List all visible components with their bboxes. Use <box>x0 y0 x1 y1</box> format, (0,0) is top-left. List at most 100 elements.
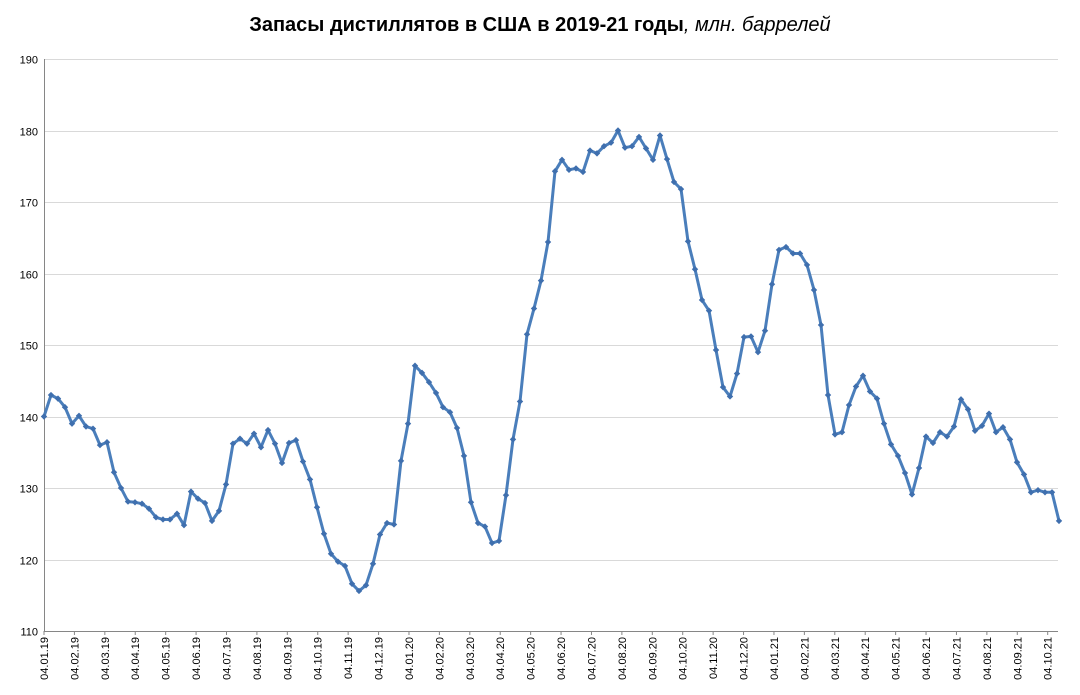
data-point <box>1041 489 1049 496</box>
data-point <box>950 423 958 430</box>
data-point <box>362 582 370 589</box>
data-point <box>348 580 356 588</box>
data-point <box>236 435 244 442</box>
x-tick-label: 04.12.19 <box>374 637 386 680</box>
data-point <box>845 401 853 409</box>
data-point <box>474 519 482 527</box>
data-point <box>957 396 965 403</box>
data-point <box>852 383 860 390</box>
data-point <box>908 491 916 498</box>
x-tick-label: 04.10.19 <box>313 637 325 680</box>
data-point <box>495 537 503 545</box>
data-point <box>404 420 412 427</box>
data-point <box>551 168 559 175</box>
y-tick-label: 150 <box>20 341 38 353</box>
data-point <box>579 168 587 176</box>
data-point <box>999 424 1007 431</box>
data-point <box>313 504 321 511</box>
x-tick-label: 04.09.19 <box>282 637 294 680</box>
x-tick-label: 04.01.21 <box>769 637 781 680</box>
data-point <box>243 440 251 447</box>
chart-title-unit: , млн. баррелей <box>683 14 831 36</box>
data-point <box>971 427 979 434</box>
data-point <box>880 420 888 427</box>
x-tick-label: 04.04.19 <box>130 637 142 680</box>
data-point <box>89 425 97 432</box>
x-tick-label: 04.02.20 <box>434 637 446 680</box>
data-point <box>334 558 342 565</box>
data-point <box>131 499 139 506</box>
data-point <box>159 516 167 523</box>
data-point <box>68 420 76 427</box>
data-point <box>425 378 433 386</box>
data-point <box>292 436 300 444</box>
data-point <box>75 412 83 419</box>
data-point <box>96 441 104 449</box>
data-point <box>887 441 895 448</box>
x-tick-label: 04.06.19 <box>191 637 203 680</box>
data-point <box>943 433 951 440</box>
data-point <box>229 440 237 447</box>
x-tick-label: 04.03.20 <box>465 637 477 680</box>
data-point <box>215 507 223 515</box>
data-point <box>635 133 643 141</box>
x-tick-label: 04.12.20 <box>739 637 751 680</box>
data-point <box>432 389 440 397</box>
x-tick-label: 04.03.19 <box>100 637 112 680</box>
data-point <box>740 333 748 341</box>
data-point <box>607 139 615 146</box>
data-point <box>285 439 293 447</box>
data-point <box>530 305 538 312</box>
x-tick-label: 04.01.19 <box>39 637 51 680</box>
data-point <box>691 266 699 273</box>
data-point <box>677 185 685 193</box>
data-point <box>964 406 972 413</box>
data-point <box>201 499 209 507</box>
data-point <box>572 165 580 172</box>
data-point <box>838 429 846 436</box>
data-point <box>327 550 335 557</box>
data-point <box>82 423 90 430</box>
data-point <box>439 404 447 411</box>
data-point <box>390 521 398 528</box>
data-point <box>929 439 937 447</box>
axes <box>43 59 1058 635</box>
data-point <box>208 517 216 525</box>
y-tick-label: 160 <box>20 270 38 282</box>
data-point <box>509 436 517 443</box>
data-point <box>250 430 258 437</box>
data-point <box>523 331 531 338</box>
data-point <box>110 469 118 476</box>
data-point <box>453 424 461 432</box>
data-point <box>901 469 909 477</box>
data-point <box>54 395 62 402</box>
data-point <box>40 413 48 420</box>
data-point <box>124 498 132 505</box>
data-point <box>537 277 545 284</box>
x-tick-label: 04.11.20 <box>708 637 720 679</box>
data-point <box>600 143 608 150</box>
data-point <box>1027 489 1035 496</box>
y-tick-label: 130 <box>20 484 38 496</box>
x-tick-label: 04.08.20 <box>617 637 629 680</box>
data-point <box>985 410 993 417</box>
data-point <box>411 362 419 369</box>
data-point <box>383 519 391 527</box>
data-point <box>621 144 629 151</box>
data-point <box>936 429 944 436</box>
data-point <box>117 484 125 492</box>
x-axis-ticks: 04.01.19 04.02.19 04.03.19 04.04.19 04.05.19… <box>39 637 1055 680</box>
data-point <box>271 440 279 447</box>
data-point <box>810 286 818 294</box>
data-point <box>586 147 594 154</box>
data-point <box>761 327 769 334</box>
data-point <box>467 499 475 506</box>
data-point <box>698 296 706 304</box>
data-point <box>369 560 377 567</box>
data-point <box>460 452 468 460</box>
gridlines <box>44 59 1058 561</box>
data-point <box>656 132 664 139</box>
data-point <box>376 531 384 538</box>
chart-title: Запасы дистиллятов в США в 2019-21 годы,… <box>0 14 1080 37</box>
data-point <box>670 178 678 186</box>
